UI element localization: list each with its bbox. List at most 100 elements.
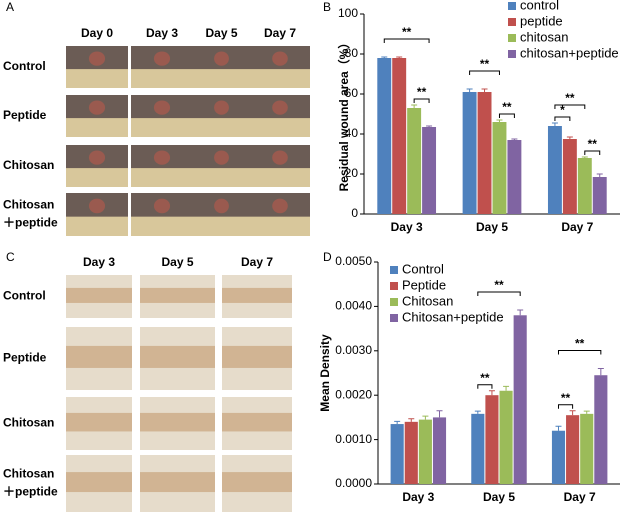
photo-ruler: [66, 216, 128, 236]
photo-band: [140, 287, 215, 303]
legend-swatch: [508, 34, 516, 42]
error-bar: [411, 104, 418, 108]
error-bar: [426, 125, 433, 127]
panel-label: C: [6, 250, 15, 264]
bar: [547, 126, 562, 214]
photo-wound: [88, 51, 106, 66]
significance-bracket: [469, 70, 500, 75]
bar: [432, 417, 447, 484]
photo-ruler: [66, 168, 128, 187]
legend-label: Chitosan+peptide: [402, 309, 504, 324]
error-bar: [381, 56, 388, 58]
bar: [485, 395, 499, 484]
error-bar: [503, 385, 510, 391]
bar: [551, 430, 566, 484]
photo-wound: [272, 51, 288, 66]
error-bar: [551, 122, 558, 126]
significance-bracket: [584, 150, 601, 155]
column-label: Day 7: [241, 255, 273, 269]
error-bar: [496, 119, 503, 122]
y-tick-label: 20: [345, 166, 359, 180]
significance-label: **: [402, 25, 412, 39]
error-bar: [566, 136, 573, 139]
row-label: Control: [3, 59, 46, 73]
column-label: Day 5: [161, 255, 193, 269]
legend-swatch: [508, 2, 516, 10]
significance-label: **: [417, 85, 427, 99]
significance-label: **: [502, 100, 512, 114]
error-bar: [517, 309, 524, 316]
bar: [390, 424, 404, 484]
y-tick-label: 0.0010: [335, 432, 372, 446]
y-tick-label: 80: [345, 46, 359, 60]
error-bar: [466, 88, 473, 92]
column-label: Day 3: [146, 26, 178, 40]
legend-swatch: [508, 50, 516, 58]
bar: [377, 58, 392, 214]
significance-label: **: [480, 371, 490, 385]
column-label: Day 7: [264, 26, 296, 40]
bar: [422, 127, 437, 214]
error-bar: [394, 420, 401, 425]
bar: [507, 140, 522, 214]
photo-band: [222, 412, 292, 432]
row-label: Chitosan: [3, 467, 54, 481]
legend-label: Control: [402, 261, 444, 276]
bar: [392, 58, 407, 214]
bar: [562, 139, 577, 214]
error-bar: [583, 410, 590, 414]
error-bar: [597, 368, 604, 376]
row-label: Chitosan: [3, 158, 54, 172]
photo-ruler: [131, 69, 193, 88]
bar: [407, 108, 422, 214]
legend-swatch: [390, 314, 398, 322]
column-label: Day 3: [83, 255, 115, 269]
row-label: ＋peptide: [3, 485, 58, 499]
error-bar: [474, 410, 481, 414]
photo-ruler: [193, 216, 250, 236]
column-label: Day 0: [81, 26, 113, 40]
photo-wound: [88, 198, 106, 214]
panel-label: A: [6, 0, 14, 14]
photo-ruler: [193, 118, 250, 137]
legend-swatch: [390, 298, 398, 306]
panel-label: D: [323, 250, 332, 264]
legend-label: chitosan: [520, 29, 568, 44]
photo-ruler: [250, 118, 310, 137]
significance-bracket: [554, 104, 586, 109]
row-label: Peptide: [3, 108, 47, 122]
photo-wound: [214, 51, 229, 66]
significance-bracket: [498, 113, 515, 118]
row-label: ＋peptide: [3, 216, 58, 230]
legend-label: peptide: [520, 13, 563, 28]
error-bar: [569, 410, 576, 416]
row-label: Chitosan: [3, 198, 54, 212]
photo-ruler: [250, 69, 310, 88]
significance-label: **: [480, 57, 490, 71]
photo-wound: [272, 150, 288, 165]
photo-wound: [153, 198, 171, 214]
legend-label: chitosan+peptide: [520, 45, 619, 60]
photo-wound: [88, 150, 106, 165]
row-label: Chitosan: [3, 416, 54, 430]
y-tick-label: 0.0050: [335, 254, 372, 268]
error-bar: [436, 410, 443, 418]
y-tick-label: 0.0040: [335, 299, 372, 313]
bar: [418, 419, 432, 484]
photo-band: [66, 472, 132, 493]
bar: [566, 415, 580, 484]
photo-wound: [272, 198, 288, 214]
bar: [404, 421, 418, 484]
photo-ruler: [66, 118, 128, 137]
photo-ruler: [250, 216, 310, 236]
bar: [594, 375, 608, 484]
photo-band: [222, 472, 292, 493]
bar: [580, 413, 594, 484]
photo-band: [222, 287, 292, 303]
y-tick-label: 0.0030: [335, 343, 372, 357]
significance-label: **: [575, 337, 585, 351]
photo-ruler: [131, 216, 193, 236]
error-bar: [581, 156, 588, 158]
